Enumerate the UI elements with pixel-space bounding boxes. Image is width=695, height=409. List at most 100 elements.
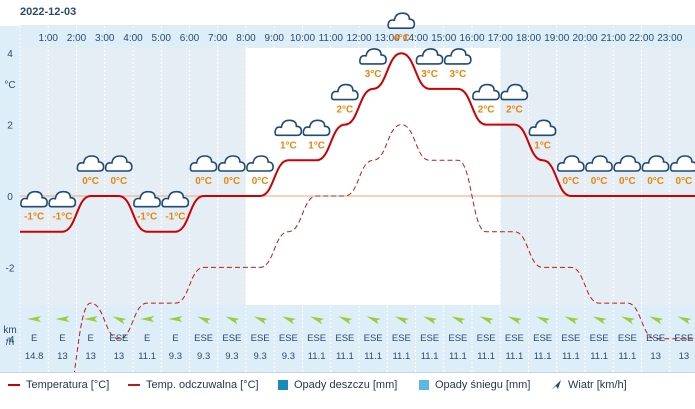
wind-direction: E — [59, 333, 65, 344]
wind-direction: ESE — [364, 333, 383, 344]
wind-arrow-icon — [536, 316, 551, 325]
wind-direction: ESE — [646, 333, 665, 344]
wind-arrow-icon — [677, 316, 692, 325]
cloud-icon — [246, 155, 274, 172]
wind-direction: E — [172, 333, 178, 344]
wind-arrow-icon — [564, 316, 579, 325]
wind-direction: ESE — [222, 333, 241, 344]
cloud-icon — [330, 83, 359, 101]
cloud-icon — [387, 12, 416, 30]
cloud-icon — [133, 190, 161, 208]
temperature-label: 0°C — [223, 176, 240, 187]
cloud-icon — [443, 48, 472, 65]
wind-speed: 11.1 — [505, 351, 523, 362]
y-tick-label: -4 — [6, 335, 15, 346]
wind-arrow-icon — [338, 316, 353, 325]
legend-feels-like-swatch — [128, 384, 140, 386]
hour-label: 12:00 — [346, 33, 371, 44]
wind-speed: 13 — [85, 351, 96, 362]
temperature-label: 1°C — [280, 140, 297, 151]
hour-label: 2:00 — [67, 33, 87, 44]
wind-speed: 11.1 — [534, 351, 552, 362]
wind-arrow-icon — [225, 316, 240, 325]
wind-arrow-icon — [253, 316, 268, 325]
wind-arrow-icon — [27, 316, 42, 322]
y-tick-label: 4 — [7, 49, 13, 60]
wind-direction: ESE — [420, 333, 439, 344]
wind-speed: 13 — [679, 351, 690, 362]
legend-temperature: Temperatura [°C] — [8, 379, 109, 391]
hour-label: 18:00 — [516, 33, 541, 44]
temperature-line — [20, 52, 695, 233]
legend-rain-swatch — [278, 380, 288, 390]
wind-arrow-icon — [620, 316, 635, 325]
wind-direction: ESE — [505, 333, 524, 344]
legend-wind-label: Wiatr [km/h] — [568, 379, 627, 391]
wind-direction: ESE — [194, 333, 213, 344]
wind-speed: 11.1 — [477, 351, 495, 362]
legend-wind-arrow-icon — [551, 380, 561, 390]
wind-arrow-icon — [366, 316, 381, 325]
cloud-icon — [556, 155, 585, 172]
wind-speed: 13 — [57, 351, 68, 362]
cloud-icon — [585, 155, 613, 172]
cloud-icon — [302, 119, 331, 137]
hour-label: 21:00 — [601, 33, 626, 44]
hour-label: 23:00 — [657, 33, 682, 44]
left-axis-strip — [0, 26, 20, 372]
cloud-icon — [472, 83, 500, 101]
hour-label: 4:00 — [123, 33, 143, 44]
temperature-label: 0°C — [591, 176, 608, 187]
temperature-label: 3°C — [449, 69, 466, 80]
temperature-label: 0°C — [110, 176, 127, 187]
hour-label: 7:00 — [208, 33, 228, 44]
cloud-icon — [161, 190, 190, 208]
temperature-label: -1°C — [52, 212, 72, 223]
wind-direction: ESE — [448, 333, 467, 344]
cloud-icon — [613, 155, 642, 172]
hour-label: 20:00 — [572, 33, 597, 44]
hour-label: 19:00 — [544, 33, 569, 44]
wind-arrow-icon — [451, 316, 466, 325]
wind-speed: 11.1 — [562, 351, 580, 362]
wind-direction: ESE — [477, 333, 496, 344]
wind-arrow-icon — [423, 316, 438, 325]
hour-label: 1:00 — [39, 33, 59, 44]
wind-unit-top: km — [3, 325, 16, 336]
temperature-label: 0°C — [252, 176, 269, 187]
wind-speed: 9.3 — [254, 351, 267, 362]
hour-label: 8:00 — [236, 33, 256, 44]
legend-rain: Opady deszczu [mm] — [278, 379, 397, 391]
hour-label: 10:00 — [290, 33, 315, 44]
hour-label: 5:00 — [152, 33, 172, 44]
wind-arrow-icon — [649, 316, 664, 325]
wind-arrow-icon — [310, 316, 325, 325]
wind-speed: 11.1 — [336, 351, 354, 362]
wind-direction: ESE — [307, 333, 326, 344]
wind-speed: 14.8 — [25, 351, 44, 362]
temperature-label: 3°C — [365, 69, 382, 80]
chart-legend: Temperatura [°C] Temp. odczuwalna [°C] O… — [0, 372, 695, 409]
wind-direction: ESE — [674, 333, 693, 344]
wind-speed: 13 — [650, 351, 661, 362]
temperature-label: 2°C — [478, 105, 495, 116]
cloud-icon — [359, 48, 387, 65]
temperature-label: 0°C — [619, 176, 636, 187]
temperature-label: 3°C — [421, 69, 438, 80]
wind-direction: ESE — [279, 333, 298, 344]
legend-snow: Opady śniegu [mm] — [419, 379, 530, 391]
wind-speed: 11.1 — [421, 351, 439, 362]
cloud-icon — [274, 119, 303, 137]
temperature-label: 0°C — [195, 176, 212, 187]
wind-speed: 11.1 — [308, 351, 326, 362]
legend-feels-like: Temp. odczuwalna [°C] — [128, 379, 259, 391]
wind-speed: 11.1 — [364, 351, 382, 362]
cloud-icon — [217, 155, 246, 172]
y-tick-label: -2 — [6, 263, 15, 274]
hour-label: 13:00 — [375, 33, 400, 44]
wind-direction: E — [87, 333, 93, 344]
hour-label: 22:00 — [629, 33, 654, 44]
temperature-label: 0°C — [647, 176, 664, 187]
wind-direction: E — [144, 333, 150, 344]
